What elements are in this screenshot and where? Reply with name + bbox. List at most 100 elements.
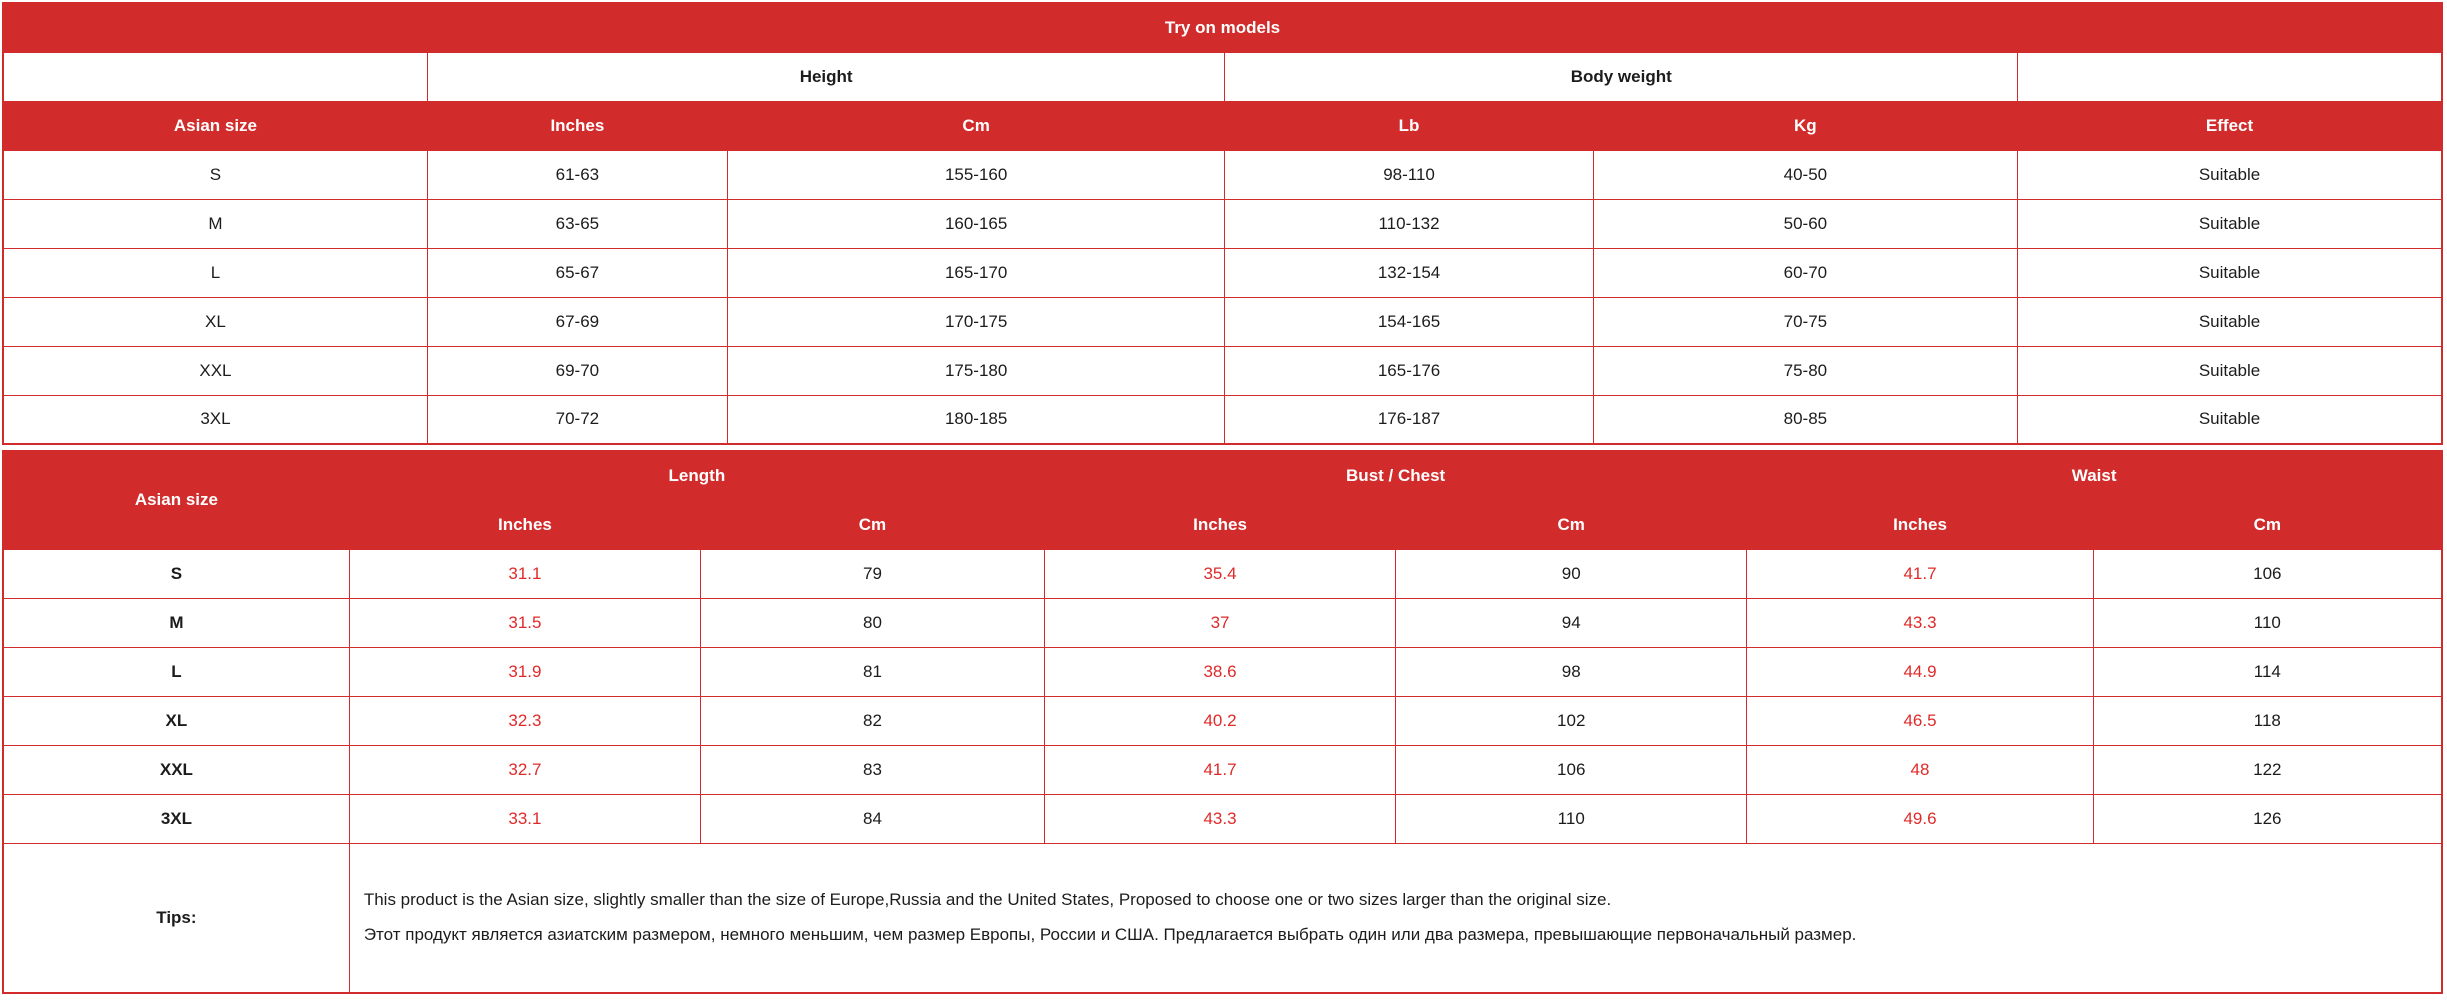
sub-header-row: Inches Cm Inches Cm Inches Cm [3, 499, 2443, 550]
effect-cell: Suitable [2017, 345, 2443, 396]
column-header-cm: Cm [726, 100, 1226, 151]
empty-cell [2, 51, 428, 102]
column-header-row: Asian size Inches Cm Lb Kg Effect [2, 100, 2443, 151]
size-cell: 3XL [2, 394, 428, 445]
height-inches-cell: 65-67 [426, 247, 728, 298]
waist-inches-cell: 49.6 [1746, 793, 2094, 844]
try-on-models-table: Try on models Height Body weight Asian s… [2, 2, 2443, 445]
height-cm-cell: 160-165 [726, 198, 1226, 249]
weight-kg-cell: 70-75 [1592, 296, 2019, 347]
height-cm-cell: 170-175 [726, 296, 1226, 347]
sub-header-inches: Inches [1043, 499, 1397, 550]
waist-inches-cell: 48 [1746, 744, 2094, 795]
table-row: M 31.5 80 37 94 43.3 110 [2, 597, 2443, 648]
waist-cm-cell: 118 [2092, 695, 2443, 746]
length-cm-cell: 83 [700, 744, 1045, 795]
waist-cm-cell: 122 [2092, 744, 2443, 795]
height-inches-cell: 70-72 [426, 394, 728, 445]
column-header-asian-size: Asian size [2, 100, 428, 151]
weight-kg-cell: 50-60 [1592, 198, 2019, 249]
waist-cm-cell: 106 [2092, 548, 2443, 599]
waist-inches-cell: 43.3 [1746, 597, 2094, 648]
effect-cell: Suitable [2017, 149, 2443, 200]
bust-inches-cell: 38.6 [1043, 646, 1397, 697]
table-row: S 61-63 155-160 98-110 40-50 Suitable [2, 149, 2443, 200]
table-row: XXL 69-70 175-180 165-176 75-80 Suitable [2, 345, 2443, 396]
bust-inches-cell: 37 [1043, 597, 1397, 648]
size-cell: 3XL [2, 793, 350, 844]
table-row: L 65-67 165-170 132-154 60-70 Suitable [2, 247, 2443, 298]
length-inches-cell: 32.7 [348, 744, 702, 795]
table-row: 3XL 33.1 84 43.3 110 49.6 126 [2, 793, 2443, 844]
size-cell: M [2, 198, 428, 249]
sub-header-cm: Cm [1395, 499, 1748, 550]
length-cm-cell: 84 [700, 793, 1045, 844]
effect-cell: Suitable [2017, 247, 2443, 298]
tips-text: This product is the Asian size, slightly… [348, 842, 2443, 994]
length-inches-cell: 31.1 [348, 548, 702, 599]
weight-kg-cell: 40-50 [1592, 149, 2019, 200]
size-cell: S [2, 548, 350, 599]
tips-label: Tips: [2, 842, 350, 994]
weight-kg-cell: 80-85 [1592, 394, 2019, 445]
size-cell: L [2, 646, 350, 697]
corner-header-asian-size: Asian size [2, 450, 350, 550]
length-inches-cell: 32.3 [348, 695, 702, 746]
group-header-bust-chest: Bust / Chest [1043, 450, 1748, 501]
height-cm-cell: 175-180 [726, 345, 1226, 396]
bust-cm-cell: 98 [1395, 646, 1748, 697]
height-inches-cell: 69-70 [426, 345, 728, 396]
weight-kg-cell: 75-80 [1592, 345, 2019, 396]
table-row: M 63-65 160-165 110-132 50-60 Suitable [2, 198, 2443, 249]
length-inches-cell: 31.9 [348, 646, 702, 697]
group-header-length: Length [348, 450, 1045, 501]
measurements-table: Asian size Length Bust / Chest Waist Inc… [2, 450, 2443, 994]
height-cm-cell: 180-185 [726, 394, 1226, 445]
waist-cm-cell: 110 [2092, 597, 2443, 648]
group-header-waist: Waist [1746, 450, 2443, 501]
column-header-lb: Lb [1224, 100, 1594, 151]
sub-header-inches: Inches [1746, 499, 2094, 550]
bust-inches-cell: 43.3 [1043, 793, 1397, 844]
group-header-body-weight: Body weight [1224, 51, 2019, 102]
table-row: XL 32.3 82 40.2 102 46.5 118 [2, 695, 2443, 746]
length-cm-cell: 79 [700, 548, 1045, 599]
weight-lb-cell: 176-187 [1224, 394, 1594, 445]
weight-kg-cell: 60-70 [1592, 247, 2019, 298]
table-row: XL 67-69 170-175 154-165 70-75 Suitable [2, 296, 2443, 347]
length-inches-cell: 31.5 [348, 597, 702, 648]
weight-lb-cell: 98-110 [1224, 149, 1594, 200]
table-row: XXL 32.7 83 41.7 106 48 122 [2, 744, 2443, 795]
sub-header-inches: Inches [348, 499, 702, 550]
table-title-row: Try on models [2, 2, 2443, 53]
length-inches-cell: 33.1 [348, 793, 702, 844]
waist-inches-cell: 41.7 [1746, 548, 2094, 599]
bust-cm-cell: 102 [1395, 695, 1748, 746]
waist-inches-cell: 44.9 [1746, 646, 2094, 697]
size-cell: XL [2, 296, 428, 347]
weight-lb-cell: 165-176 [1224, 345, 1594, 396]
height-cm-cell: 165-170 [726, 247, 1226, 298]
group-header-row: Asian size Length Bust / Chest Waist [2, 450, 2443, 550]
height-inches-cell: 63-65 [426, 198, 728, 249]
column-header-inches: Inches [426, 100, 728, 151]
waist-cm-cell: 114 [2092, 646, 2443, 697]
bust-cm-cell: 110 [1395, 793, 1748, 844]
column-header-kg: Kg [1592, 100, 2019, 151]
bust-inches-cell: 41.7 [1043, 744, 1397, 795]
length-cm-cell: 82 [700, 695, 1045, 746]
sub-header-cm: Cm [2092, 499, 2443, 550]
bust-cm-cell: 94 [1395, 597, 1748, 648]
table-row: 3XL 70-72 180-185 176-187 80-85 Suitable [2, 394, 2443, 445]
weight-lb-cell: 110-132 [1224, 198, 1594, 249]
height-inches-cell: 67-69 [426, 296, 728, 347]
effect-cell: Suitable [2017, 296, 2443, 347]
waist-cm-cell: 126 [2092, 793, 2443, 844]
table-title: Try on models [2, 2, 2443, 53]
sub-header-cm: Cm [700, 499, 1045, 550]
column-header-effect: Effect [2017, 100, 2443, 151]
height-inches-cell: 61-63 [426, 149, 728, 200]
empty-cell [2017, 51, 2443, 102]
size-cell: L [2, 247, 428, 298]
effect-cell: Suitable [2017, 198, 2443, 249]
